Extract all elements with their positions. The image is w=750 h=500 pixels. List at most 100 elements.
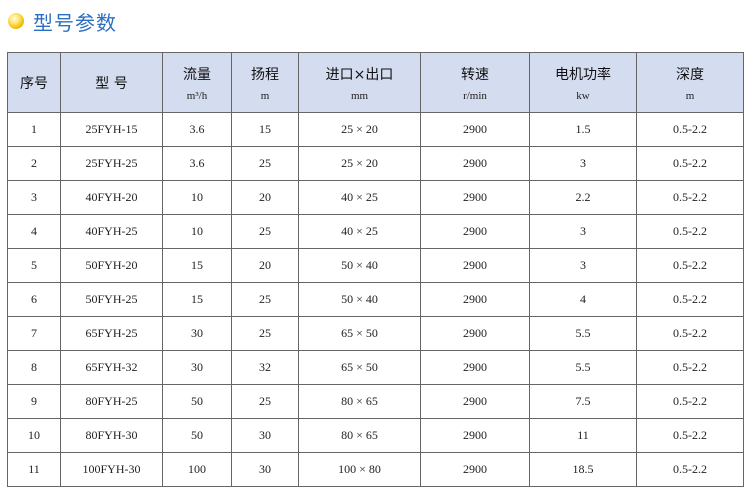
table-cell: 2 <box>7 146 61 181</box>
table-cell: 15 <box>162 282 232 317</box>
table-cell: 25 × 20 <box>298 146 421 181</box>
table-cell: 65 × 50 <box>298 316 421 351</box>
table-row: 8 65FYH-32 30 32 65 × 50 2900 5.5 0.5-2.2 <box>7 350 744 385</box>
column-header-unit: kw <box>576 89 590 102</box>
column-header-label: 深度 <box>676 66 704 83</box>
table-cell: 30 <box>231 452 299 487</box>
table-cell: 2900 <box>420 350 530 385</box>
table-cell: 5.5 <box>529 350 637 385</box>
table-cell: 50 <box>162 418 232 453</box>
column-header: 转速 r/min <box>420 52 530 113</box>
table-cell: 2.2 <box>529 180 637 215</box>
column-header-label: 流量 <box>183 66 211 83</box>
table-cell: 4 <box>7 214 61 249</box>
table-cell: 80 × 65 <box>298 384 421 419</box>
section-title-text: 型号参数 <box>33 10 117 35</box>
table-cell: 0.5-2.2 <box>636 452 744 487</box>
table-cell: 9 <box>7 384 61 419</box>
table-cell: 0.5-2.2 <box>636 180 744 215</box>
column-header-label: 扬程 <box>251 66 279 83</box>
table-cell: 40 × 25 <box>298 180 421 215</box>
column-header: 序号 <box>7 52 61 113</box>
column-header-label: 转速 <box>461 66 489 83</box>
table-cell: 25 × 20 <box>298 112 421 147</box>
table-cell: 30 <box>231 418 299 453</box>
column-header-label: 序号 <box>20 75 48 92</box>
table-cell: 0.5-2.2 <box>636 418 744 453</box>
table-cell: 2900 <box>420 384 530 419</box>
table-cell: 2900 <box>420 248 530 283</box>
table-cell: 11 <box>7 452 61 487</box>
column-header: 型 号 <box>60 52 163 113</box>
table-row: 7 65FYH-25 30 25 65 × 50 2900 5.5 0.5-2.2 <box>7 316 744 351</box>
table-cell: 3.6 <box>162 146 232 181</box>
table-cell: 15 <box>231 112 299 147</box>
table-cell: 0.5-2.2 <box>636 146 744 181</box>
table-header-row: 序号 型 号 流量 m³/h 扬程 m 进口×出口 mm 转速 r/min 电机功率 kw 深度 m <box>7 52 744 113</box>
table-row: 11 100FYH-30 100 30 100 × 80 2900 18.5 0.5-2.2 <box>7 452 744 487</box>
table-cell: 50 × 40 <box>298 282 421 317</box>
table-cell: 0.5-2.2 <box>636 384 744 419</box>
table-cell: 32 <box>231 350 299 385</box>
table-cell: 5.5 <box>529 316 637 351</box>
table-cell: 25FYH-15 <box>60 112 163 147</box>
table-cell: 3.6 <box>162 112 232 147</box>
table-cell: 10 <box>7 418 61 453</box>
table-cell: 25FYH-25 <box>60 146 163 181</box>
table-cell: 20 <box>231 180 299 215</box>
table-cell: 2900 <box>420 418 530 453</box>
table-cell: 0.5-2.2 <box>636 350 744 385</box>
section-title: 型号参数 <box>8 8 117 35</box>
table-cell: 0.5-2.2 <box>636 248 744 283</box>
table-cell: 2900 <box>420 452 530 487</box>
table-cell: 3 <box>529 248 637 283</box>
column-header: 电机功率 kw <box>529 52 637 113</box>
column-header-unit: mm <box>350 89 369 102</box>
column-header-label: 进口×出口 <box>325 66 394 83</box>
table-row: 1 25FYH-15 3.6 15 25 × 20 2900 1.5 0.5-2.2 <box>7 112 744 147</box>
table-cell: 10 <box>162 180 232 215</box>
table-cell: 80FYH-25 <box>60 384 163 419</box>
table-cell: 50 × 40 <box>298 248 421 283</box>
table-cell: 0.5-2.2 <box>636 316 744 351</box>
table-cell: 65 × 50 <box>298 350 421 385</box>
table-row: 5 50FYH-20 15 20 50 × 40 2900 3 0.5-2.2 <box>7 248 744 283</box>
table-cell: 25 <box>231 316 299 351</box>
table-cell: 2900 <box>420 316 530 351</box>
table-cell: 3 <box>529 214 637 249</box>
table-cell: 100 × 80 <box>298 452 421 487</box>
column-header-unit: r/min <box>463 89 487 102</box>
table-cell: 65FYH-25 <box>60 316 163 351</box>
table-cell: 10 <box>162 214 232 249</box>
table-cell: 0.5-2.2 <box>636 282 744 317</box>
table-cell: 1 <box>7 112 61 147</box>
table-cell: 4 <box>529 282 637 317</box>
table-row: 6 50FYH-25 15 25 50 × 40 2900 4 0.5-2.2 <box>7 282 744 317</box>
table-row: 9 80FYH-25 50 25 80 × 65 2900 7.5 0.5-2.2 <box>7 384 744 419</box>
table-cell: 2900 <box>420 214 530 249</box>
table-cell: 30 <box>162 316 232 351</box>
column-header-unit: m <box>260 89 270 102</box>
table-cell: 11 <box>529 418 637 453</box>
column-header-unit: m <box>685 89 695 102</box>
table-cell: 7 <box>7 316 61 351</box>
table-cell: 20 <box>231 248 299 283</box>
table-cell: 3 <box>529 146 637 181</box>
table-cell: 2900 <box>420 112 530 147</box>
table-row: 10 80FYH-30 50 30 80 × 65 2900 11 0.5-2.2 <box>7 418 744 453</box>
table-row: 3 40FYH-20 10 20 40 × 25 2900 2.2 0.5-2.2 <box>7 180 744 215</box>
table-cell: 15 <box>162 248 232 283</box>
table-cell: 50 <box>162 384 232 419</box>
table-cell: 2900 <box>420 180 530 215</box>
column-header-label: 电机功率 <box>555 66 611 83</box>
table-cell: 0.5-2.2 <box>636 214 744 249</box>
table-cell: 50FYH-25 <box>60 282 163 317</box>
column-header: 深度 m <box>636 52 744 113</box>
table-cell: 2900 <box>420 146 530 181</box>
table-cell: 8 <box>7 350 61 385</box>
table-cell: 40 × 25 <box>298 214 421 249</box>
table-row: 2 25FYH-25 3.6 25 25 × 20 2900 3 0.5-2.2 <box>7 146 744 181</box>
column-header-label: 型 号 <box>95 75 128 92</box>
table-cell: 100 <box>162 452 232 487</box>
